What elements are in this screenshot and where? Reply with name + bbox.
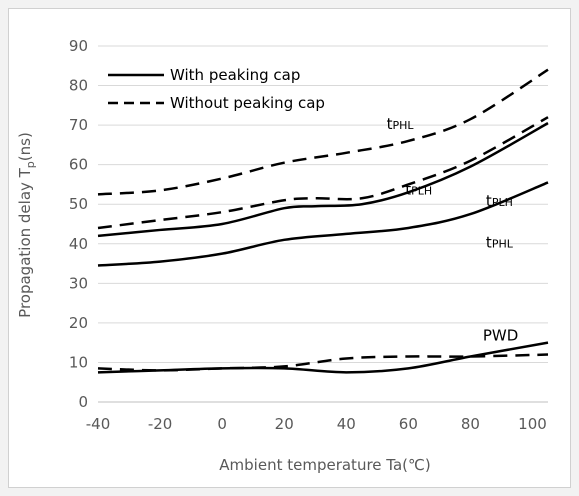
y-tick-label: 30 xyxy=(69,274,88,292)
annotation-main: t xyxy=(486,234,492,252)
y-tick-label: 50 xyxy=(69,195,88,213)
y-tick-label: 0 xyxy=(78,393,88,411)
y-tick-label: 20 xyxy=(69,314,88,332)
annotation-main: t xyxy=(387,115,393,133)
y-tick-label: 10 xyxy=(69,353,88,371)
chart-frame xyxy=(8,8,571,488)
y-axis-title-sub: p xyxy=(24,161,37,168)
x-tick-label: 60 xyxy=(399,415,418,433)
annotation-main: t xyxy=(486,192,492,210)
legend: With peaking cap Without peaking cap xyxy=(108,66,325,112)
x-tick-label: 40 xyxy=(337,415,356,433)
y-tick-label: 40 xyxy=(69,235,88,253)
y-axis-title-unit: (ns) xyxy=(16,132,34,161)
annotation-sub: PLH xyxy=(411,184,432,197)
series-line-tplh-dashed xyxy=(97,116,549,230)
y-tick-label: 90 xyxy=(69,37,88,55)
annotation-main: t xyxy=(405,180,411,198)
y-axis-title-main: Propagation delay T xyxy=(16,167,34,317)
x-tick-label: 100 xyxy=(518,415,547,433)
x-tick-label: 20 xyxy=(275,415,294,433)
x-tick-label: -20 xyxy=(148,415,173,433)
y-tick-label: 80 xyxy=(69,77,88,95)
annotation-main: PWD xyxy=(483,327,518,345)
x-axis-title: Ambient temperature Ta(℃) xyxy=(219,456,430,474)
legend-label-with-peaking-cap: With peaking cap xyxy=(170,66,300,84)
y-axis-title: Propagation delay Tp(ns) xyxy=(16,132,37,318)
annotation-label: tPLH xyxy=(486,192,513,210)
series-line-tphl-solid xyxy=(97,181,549,267)
annotation-label: tPHL xyxy=(387,115,415,133)
annotation-label: tPLH xyxy=(405,180,432,198)
y-tick-label: 60 xyxy=(69,156,88,174)
x-tick-label: 0 xyxy=(217,415,227,433)
y-tick-label: 70 xyxy=(69,116,88,134)
series-layer xyxy=(97,68,549,374)
annotation-sub: PLH xyxy=(492,196,513,209)
series-line-tplh-solid xyxy=(97,122,549,238)
axis-layer: 0 10 20 30 40 50 60 70 80 90 -40 -20 0 20 40 60 80 100 xyxy=(69,37,547,433)
annotation-label: tPHL xyxy=(486,234,514,252)
annotation-sub: PHL xyxy=(393,119,415,132)
annotation-sub: PHL xyxy=(492,238,514,251)
series-line-tphl-dashed xyxy=(97,68,549,196)
series-line-pwd-solid xyxy=(97,341,549,374)
x-tick-label: 80 xyxy=(461,415,480,433)
x-tick-label: -40 xyxy=(86,415,111,433)
legend-label-without-peaking-cap: Without peaking cap xyxy=(170,94,325,112)
annotation-label: PWD xyxy=(483,327,518,345)
